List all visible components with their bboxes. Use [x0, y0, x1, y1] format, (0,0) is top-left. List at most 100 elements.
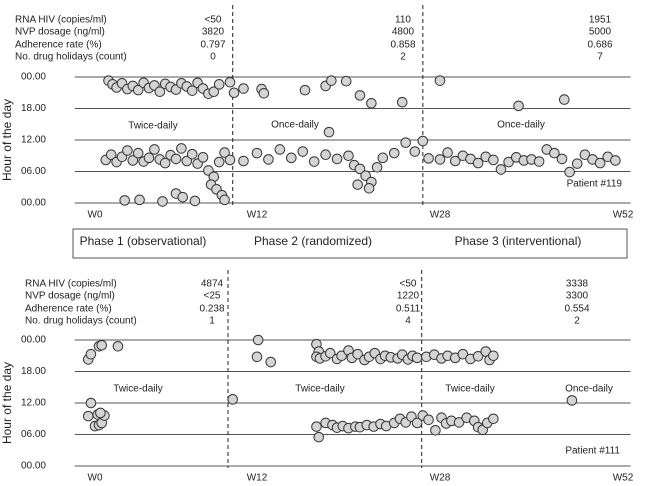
stat-value: 3300: [566, 291, 589, 302]
dose-point: [95, 407, 106, 419]
dose-point: [82, 410, 94, 422]
dose-point: [449, 155, 461, 167]
dose-point: [213, 156, 225, 168]
dose-point: [556, 153, 568, 165]
dose-point: [558, 94, 570, 105]
phase-label: Phase 1 (observational): [80, 234, 207, 248]
x-tick-label: W28: [430, 210, 451, 221]
stat-label: RNA HIV (copies/ml): [25, 279, 117, 290]
dose-point: [457, 348, 469, 360]
dose-point: [564, 166, 575, 178]
dose-point: [286, 152, 297, 164]
dose-point: [219, 147, 230, 158]
dose-point: [594, 157, 606, 169]
dose-point: [442, 147, 453, 158]
dose-point: [252, 334, 264, 346]
dose-point: [224, 76, 236, 88]
stat-value: <25: [204, 291, 221, 302]
dose-point: [274, 144, 286, 155]
dose-point: [495, 164, 507, 175]
dose-point: [571, 158, 583, 169]
dose-point: [311, 421, 322, 432]
phase-label: Phase 3 (interventional): [455, 234, 582, 248]
stat-value: 0.511: [396, 304, 421, 315]
dose-point: [251, 147, 263, 159]
dose-point: [181, 155, 193, 167]
dose-point: [549, 147, 560, 159]
dose-point: [323, 126, 335, 138]
y-axis-label: Hour of the day: [0, 362, 14, 444]
dose-point: [434, 154, 446, 165]
dose-point: [352, 179, 363, 190]
dose-point: [85, 348, 97, 360]
dose-point: [189, 195, 201, 207]
dose-point: [177, 191, 189, 203]
dose-point: [127, 155, 139, 166]
dose-point: [258, 87, 270, 99]
dose-point: [119, 195, 130, 206]
dose-point: [371, 162, 383, 173]
stat-value: 3338: [566, 279, 589, 290]
stat-value: 7: [597, 52, 603, 63]
phase-label: Phase 2 (randomized): [254, 234, 372, 248]
y-tick-label: 12.00: [21, 398, 46, 409]
y-tick-label: 06.00: [21, 166, 46, 177]
y-tick-label: 00.00: [21, 335, 46, 346]
dose-point: [149, 144, 160, 155]
dose-point: [430, 425, 441, 436]
y-tick-label: 18.00: [21, 366, 46, 377]
stat-value: 0.797: [200, 40, 225, 51]
phase-legend-box: [72, 228, 628, 259]
stat-label: NVP dosage (ng/ml): [15, 27, 105, 38]
stat-label: Adherence rate (%): [15, 40, 102, 51]
stat-label: RNA HIV (copies/ml): [15, 15, 107, 26]
dose-point: [400, 137, 411, 148]
dose-point: [263, 154, 274, 165]
regimen-label: Once-daily: [271, 120, 319, 131]
stat-label: Adherence rate (%): [25, 304, 112, 315]
dose-point: [417, 135, 429, 147]
dose-point: [331, 153, 343, 165]
dose-point: [579, 149, 591, 160]
dose-point: [354, 163, 366, 175]
dose-point: [186, 85, 198, 96]
dose-point: [132, 84, 144, 96]
stat-value: 2: [400, 52, 406, 63]
dose-point: [308, 156, 320, 167]
patient-label: Patient #111: [565, 446, 620, 457]
dose-point: [363, 183, 375, 194]
dose-point: [213, 79, 225, 90]
regimen-label: Twice-daily: [295, 384, 344, 395]
dose-point: [377, 152, 389, 164]
stat-label: No. drug holidays (count): [15, 52, 127, 63]
dose-point: [238, 155, 249, 167]
stat-value: <50: [205, 15, 222, 26]
dose-point: [313, 431, 325, 443]
patient-label: Patient #119: [567, 179, 623, 190]
dose-point: [265, 356, 277, 368]
regimen-label: Once-daily: [497, 120, 545, 131]
dose-point: [224, 154, 236, 166]
y-axis-label: Hour of the day: [0, 99, 14, 181]
regimen-label: Twice-daily: [128, 121, 177, 132]
stat-value: 1220: [397, 291, 420, 302]
dose-point: [297, 146, 309, 157]
stat-label: No. drug holidays (count): [25, 316, 137, 327]
y-tick-label: 00.00: [21, 461, 46, 472]
dose-point: [488, 413, 499, 425]
stat-value: 1: [209, 316, 215, 327]
stat-value: 0.554: [564, 304, 589, 315]
dose-point: [112, 341, 124, 352]
regimen-label: Twice-daily: [113, 384, 162, 395]
dose-point: [434, 75, 446, 86]
dose-point: [352, 348, 363, 360]
x-tick-label: W0: [88, 473, 103, 484]
dose-point: [472, 157, 484, 169]
x-tick-label: W12: [247, 210, 268, 221]
dose-point: [326, 75, 337, 86]
stat-value: <50: [400, 279, 417, 290]
dose-point: [208, 86, 220, 97]
dose-point: [299, 84, 311, 96]
dose-point: [396, 96, 408, 108]
y-tick-label: 00.00: [21, 72, 46, 83]
